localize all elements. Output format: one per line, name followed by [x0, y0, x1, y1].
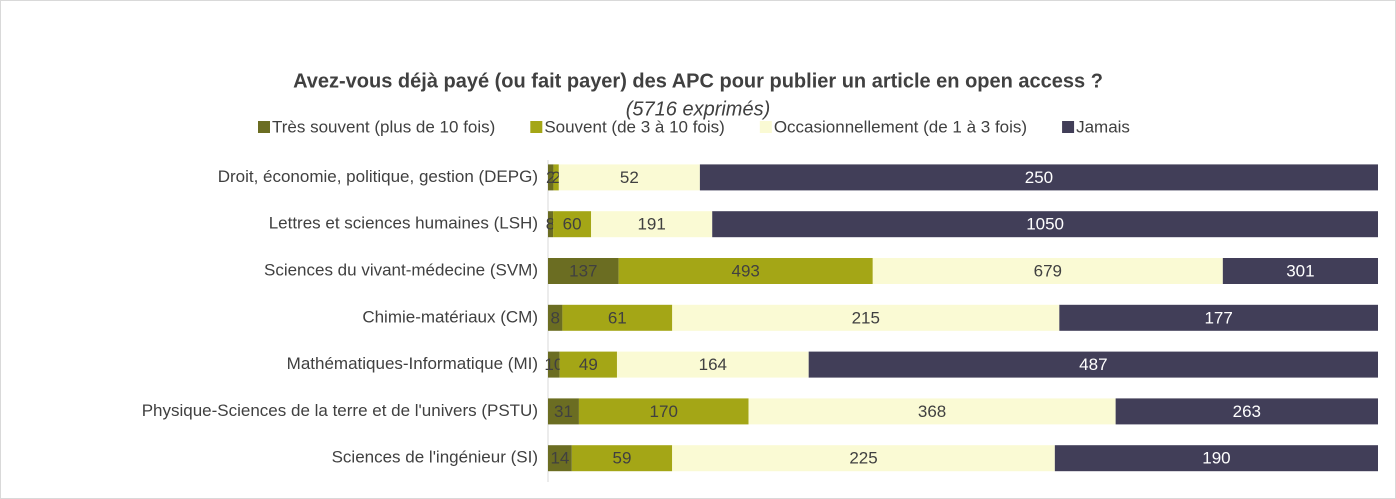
- data-label: 10: [544, 355, 563, 374]
- bar-segment: [872, 258, 1223, 284]
- data-label: 137: [569, 261, 597, 280]
- data-label: 2: [551, 168, 560, 187]
- bar-segment: [548, 304, 563, 331]
- data-label: 368: [918, 402, 946, 421]
- data-label: 8: [550, 308, 559, 327]
- bar-segment: [672, 304, 1060, 331]
- data-label: 250: [1025, 168, 1053, 187]
- y-tick-label: Mathématiques-Informatique (MI): [287, 354, 538, 373]
- data-label: 215: [852, 308, 880, 327]
- y-tick-label: Sciences de l'ingénieur (SI): [332, 448, 538, 467]
- y-tick-label: Lettres et sciences humaines (LSH): [269, 214, 538, 233]
- legend-swatch: [1062, 121, 1075, 133]
- legend-swatch: [759, 121, 772, 133]
- bar-segment: [808, 351, 1378, 378]
- data-label: 14: [550, 449, 569, 468]
- legend-label: Occasionnellement (de 1 à 3 fois): [774, 117, 1027, 136]
- bar-segment: [571, 445, 673, 472]
- legend-swatch: [258, 121, 270, 133]
- bar-segment: [748, 398, 1116, 425]
- bar-segment: [559, 351, 617, 378]
- bar-segment: [1054, 445, 1378, 472]
- data-label: 49: [579, 355, 598, 374]
- bar-segment: [672, 445, 1055, 472]
- data-label: 493: [732, 261, 760, 280]
- data-label: 2: [546, 168, 555, 187]
- chart-title: Avez-vous déjà payé (ou fait payer) des …: [293, 70, 1103, 92]
- bar-segment: [616, 351, 809, 378]
- legend-label: Jamais: [1076, 117, 1130, 136]
- bar-segment: [712, 211, 1378, 238]
- data-label: 8: [546, 215, 555, 234]
- data-label: 170: [650, 402, 678, 421]
- y-tick-label: Droit, économie, politique, gestion (DEP…: [218, 167, 538, 186]
- data-label: 177: [1204, 308, 1232, 327]
- bar-segment: [548, 164, 554, 191]
- data-label: 61: [608, 308, 627, 327]
- bar-segment: [1115, 398, 1378, 425]
- y-tick-label: Sciences du vivant-médecine (SVM): [264, 260, 538, 279]
- bar-segment: [699, 164, 1378, 191]
- chart-subtitle: (5716 exprimés): [626, 98, 771, 120]
- data-label: 191: [637, 215, 665, 234]
- bar-segment: [548, 445, 572, 472]
- data-label: 60: [563, 215, 582, 234]
- data-label: 301: [1286, 261, 1314, 280]
- y-tick-label: Chimie-matériaux (CM): [362, 307, 538, 326]
- data-label: 164: [699, 355, 727, 374]
- data-label: 31: [554, 402, 573, 421]
- data-label: 487: [1079, 355, 1107, 374]
- bar-segment: [558, 164, 700, 191]
- bar-segment: [548, 211, 554, 238]
- legend-label: Souvent (de 3 à 10 fois): [544, 117, 725, 136]
- bar-segment: [591, 211, 713, 238]
- bar-segment: [548, 398, 579, 425]
- bar-segment: [553, 164, 559, 191]
- bar-segment: [618, 258, 873, 284]
- data-label: 59: [613, 449, 632, 468]
- bar-segment: [1059, 304, 1378, 331]
- data-label: 52: [620, 168, 639, 187]
- legend-swatch: [530, 121, 543, 133]
- bar-segment: [1222, 258, 1378, 284]
- data-label: 263: [1233, 402, 1261, 421]
- data-label: 225: [849, 449, 877, 468]
- bar-segment: [553, 211, 592, 238]
- bar-segment: [548, 351, 560, 378]
- data-label: 1050: [1026, 215, 1064, 234]
- bar-segment: [548, 258, 619, 284]
- bar-segment: [578, 398, 749, 425]
- bar-segment: [562, 304, 673, 331]
- data-label: 190: [1202, 449, 1230, 468]
- legend-label: Très souvent (plus de 10 fois): [272, 117, 495, 136]
- data-label: 679: [1034, 261, 1062, 280]
- y-tick-label: Physique-Sciences de la terre et de l'un…: [142, 401, 538, 420]
